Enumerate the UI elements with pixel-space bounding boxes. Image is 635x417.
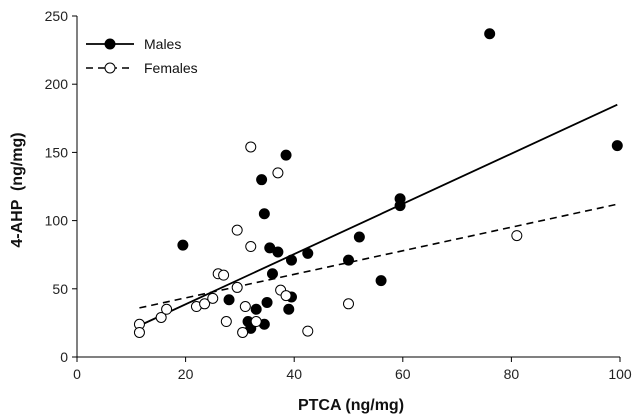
males-point — [177, 239, 189, 251]
males-point — [285, 254, 297, 266]
y-tick-label: 150 — [45, 144, 69, 160]
y-tick-label: 200 — [45, 76, 69, 92]
females-point — [280, 290, 292, 302]
trend-lines — [139, 103, 618, 327]
males-point — [394, 200, 406, 212]
females-point — [231, 224, 243, 236]
legend-females-marker — [104, 62, 116, 74]
legend-males-marker — [104, 38, 116, 50]
females-trend-line — [139, 203, 618, 309]
males-trend-line — [139, 103, 618, 327]
males-point — [283, 303, 295, 315]
males-point — [353, 231, 365, 243]
females-point — [220, 316, 232, 328]
females-point — [199, 298, 211, 310]
males-point — [250, 303, 262, 315]
females-point — [511, 230, 523, 242]
females-point — [245, 141, 257, 153]
females-point — [133, 326, 145, 338]
legend-males-label: Males — [144, 36, 181, 52]
females-point — [343, 298, 354, 310]
x-axis-title: PTCA (ng/mg) — [298, 397, 404, 414]
y-tick-label: 0 — [60, 349, 68, 365]
males-point — [484, 28, 496, 40]
females-point — [207, 292, 219, 304]
males-point — [375, 275, 387, 287]
females-point — [250, 316, 262, 328]
females-point — [237, 326, 249, 338]
males-point — [280, 149, 292, 161]
females-point — [218, 269, 230, 281]
females-point — [161, 303, 173, 315]
females-point — [272, 167, 284, 179]
males-point — [272, 246, 284, 258]
males-point — [223, 294, 235, 306]
females-point — [155, 311, 167, 323]
y-tick-label: 50 — [52, 281, 68, 297]
data-markers — [133, 28, 623, 338]
x-tick-label: 60 — [395, 366, 411, 382]
females-point — [231, 281, 243, 293]
males-point — [261, 296, 273, 308]
legend-females-label: Females — [144, 60, 198, 76]
x-tick-label: 20 — [178, 366, 194, 382]
axes: 0 20 40 60 80 100 0 50 100 150 200 250 — [45, 8, 632, 382]
males-point — [302, 247, 314, 259]
x-tick-label: 100 — [608, 366, 632, 382]
males-point — [343, 254, 354, 266]
x-tick-label: 40 — [286, 366, 302, 382]
males-point — [611, 140, 623, 152]
males-point — [258, 208, 270, 220]
x-tick-label: 0 — [73, 366, 81, 382]
y-tick-label: 250 — [45, 8, 69, 24]
females-point — [302, 325, 314, 337]
females-point — [239, 301, 251, 313]
x-tick-label: 80 — [504, 366, 520, 382]
males-point — [266, 268, 278, 280]
y-axis-title: 4-AHP (ng/mg) — [9, 132, 26, 247]
y-tick-label: 100 — [45, 213, 69, 229]
legend: Males Females — [86, 36, 198, 76]
females-point — [245, 241, 257, 253]
males-point — [256, 174, 268, 186]
